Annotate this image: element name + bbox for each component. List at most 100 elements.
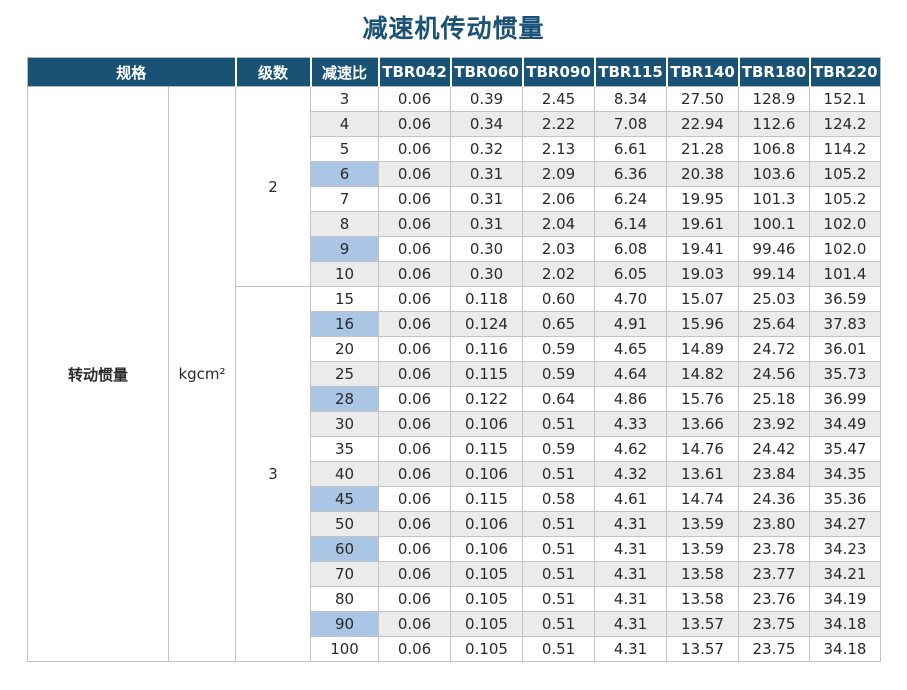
- value-cell: 23.80: [738, 511, 811, 537]
- value-cell: 0.122: [450, 386, 524, 412]
- header-model-tbr220: TBR220: [808, 57, 881, 87]
- ratio-cell: 60: [310, 536, 380, 562]
- value-cell: 37.83: [809, 311, 882, 337]
- value-cell: 0.106: [450, 461, 524, 487]
- ratio-cell: 45: [310, 486, 380, 512]
- value-cell: 106.8: [738, 136, 811, 162]
- value-cell: 2.06: [522, 186, 596, 212]
- value-cell: 24.42: [738, 436, 811, 462]
- value-cell: 0.06: [378, 586, 452, 612]
- value-cell: 19.61: [666, 211, 740, 237]
- value-cell: 0.06: [378, 111, 452, 137]
- ratio-cell: 90: [310, 611, 380, 637]
- table-row: 28 0.06 0.122 0.64 4.86 15.76 25.18 36.99: [28, 386, 882, 412]
- value-cell: 22.94: [666, 111, 740, 137]
- table-row: 90 0.06 0.105 0.51 4.31 13.57 23.75 34.18: [28, 611, 882, 637]
- value-cell: 13.59: [666, 511, 740, 537]
- value-cell: 13.58: [666, 561, 740, 587]
- value-cell: 34.23: [809, 536, 882, 562]
- value-cell: 4.91: [594, 311, 668, 337]
- value-cell: 0.64: [522, 386, 596, 412]
- ratio-cell: 28: [310, 386, 380, 412]
- value-cell: 14.76: [666, 436, 740, 462]
- table-row: 30 0.06 0.106 0.51 4.33 13.66 23.92 34.49: [28, 411, 882, 437]
- value-cell: 23.84: [738, 461, 811, 487]
- value-cell: 23.78: [738, 536, 811, 562]
- value-cell: 23.75: [738, 611, 811, 637]
- table-row: 6 0.06 0.31 2.09 6.36 20.38 103.6 105.2: [28, 161, 882, 187]
- value-cell: 0.30: [450, 261, 524, 287]
- value-cell: 0.30: [450, 236, 524, 262]
- table-row: 10 0.06 0.30 2.02 6.05 19.03 99.14 101.4: [28, 261, 882, 287]
- value-cell: 34.21: [809, 561, 882, 587]
- ratio-cell: 10: [310, 261, 380, 287]
- value-cell: 27.50: [666, 86, 740, 112]
- value-cell: 102.0: [809, 211, 882, 237]
- header-model-tbr115: TBR115: [593, 57, 667, 87]
- value-cell: 0.06: [378, 261, 452, 287]
- value-cell: 0.06: [378, 436, 452, 462]
- value-cell: 8.34: [594, 86, 668, 112]
- value-cell: 0.34: [450, 111, 524, 137]
- value-cell: 0.51: [522, 511, 596, 537]
- value-cell: 100.1: [738, 211, 811, 237]
- table-body: 转动惯量 kgcm² 2 3 0.06 0.39 2.45 8.34 27.50 128.9 152…: [27, 86, 882, 662]
- value-cell: 19.03: [666, 261, 740, 287]
- value-cell: 19.41: [666, 236, 740, 262]
- value-cell: 0.65: [522, 311, 596, 337]
- value-cell: 2.09: [522, 161, 596, 187]
- value-cell: 4.61: [594, 486, 668, 512]
- ratio-cell: 9: [310, 236, 380, 262]
- table-row: 25 0.06 0.115 0.59 4.64 14.82 24.56 35.73: [28, 361, 882, 387]
- value-cell: 2.03: [522, 236, 596, 262]
- header-ratio: 减速比: [309, 57, 379, 87]
- value-cell: 0.59: [522, 361, 596, 387]
- value-cell: 0.59: [522, 436, 596, 462]
- value-cell: 99.14: [738, 261, 811, 287]
- page-title: 减速机传动惯量: [362, 14, 545, 43]
- value-cell: 0.06: [378, 461, 452, 487]
- value-cell: 4.70: [594, 286, 668, 312]
- value-cell: 24.56: [738, 361, 811, 387]
- value-cell: 0.51: [522, 561, 596, 587]
- value-cell: 128.9: [738, 86, 811, 112]
- value-cell: 101.3: [738, 186, 811, 212]
- header-stages: 级数: [234, 57, 311, 87]
- spec-label-cell: 转动惯量: [27, 86, 169, 662]
- ratio-cell: 8: [310, 211, 380, 237]
- value-cell: 101.4: [809, 261, 882, 287]
- header-model-tbr180: TBR180: [737, 57, 810, 87]
- inertia-table: 规格 级数 减速比 TBR042 TBR060 TBR090 TBR115 TB…: [26, 57, 882, 662]
- table-row: 40 0.06 0.106 0.51 4.32 13.61 23.84 34.35: [28, 461, 882, 487]
- value-cell: 0.06: [378, 336, 452, 362]
- ratio-cell: 3: [310, 86, 380, 112]
- value-cell: 2.45: [522, 86, 596, 112]
- value-cell: 0.32: [450, 136, 524, 162]
- value-cell: 0.58: [522, 486, 596, 512]
- value-cell: 0.39: [450, 86, 524, 112]
- value-cell: 4.31: [594, 611, 668, 637]
- value-cell: 14.89: [666, 336, 740, 362]
- table-row: 7 0.06 0.31 2.06 6.24 19.95 101.3 105.2: [28, 186, 882, 212]
- value-cell: 4.65: [594, 336, 668, 362]
- header-spec: 规格: [26, 57, 236, 87]
- value-cell: 34.18: [809, 636, 882, 662]
- value-cell: 15.96: [666, 311, 740, 337]
- ratio-cell: 40: [310, 461, 380, 487]
- value-cell: 102.0: [809, 236, 882, 262]
- value-cell: 25.03: [738, 286, 811, 312]
- value-cell: 4.31: [594, 586, 668, 612]
- ratio-cell: 70: [310, 561, 380, 587]
- unit-cell: kgcm²: [167, 86, 237, 662]
- value-cell: 13.58: [666, 586, 740, 612]
- value-cell: 13.59: [666, 536, 740, 562]
- value-cell: 36.59: [809, 286, 882, 312]
- table-row: 60 0.06 0.106 0.51 4.31 13.59 23.78 34.23: [28, 536, 882, 562]
- ratio-cell: 25: [310, 361, 380, 387]
- value-cell: 0.115: [450, 486, 524, 512]
- value-cell: 14.74: [666, 486, 740, 512]
- table-row: 3 15 0.06 0.118 0.60 4.70 15.07 25.03 36.59: [28, 286, 882, 662]
- value-cell: 6.08: [594, 236, 668, 262]
- value-cell: 0.106: [450, 511, 524, 537]
- ratio-cell: 30: [310, 411, 380, 437]
